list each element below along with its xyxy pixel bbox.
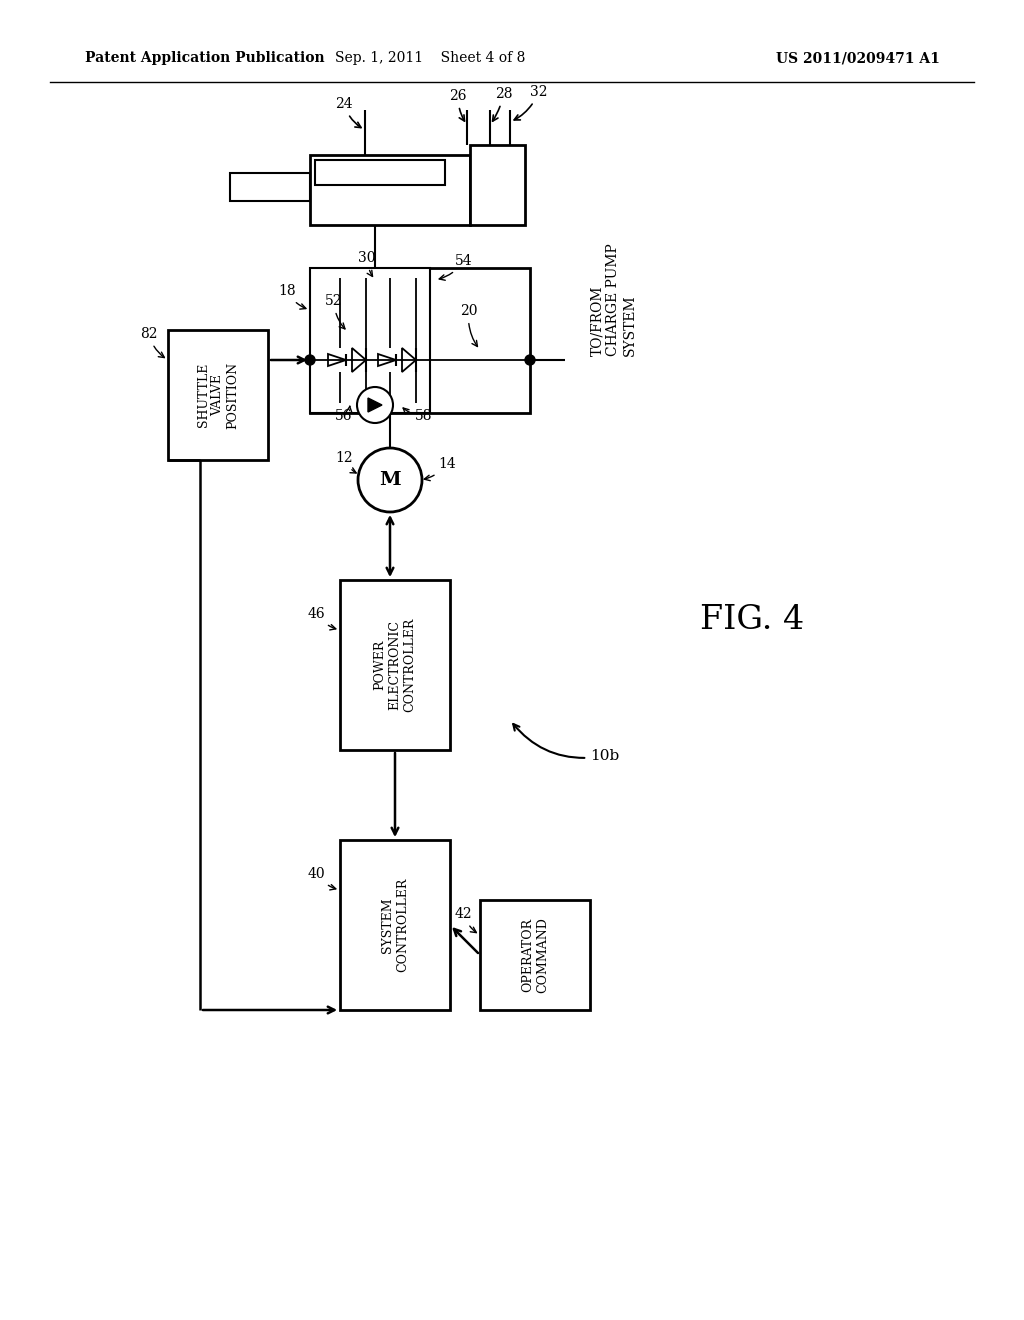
Text: 42: 42 [455,907,476,933]
Bar [340,840,450,1010]
Text: US 2011/0209471 A1: US 2011/0209471 A1 [776,51,940,65]
Text: 28: 28 [493,87,512,121]
Bar [315,160,445,185]
Text: 82: 82 [140,327,165,358]
Text: OPERATOR
COMMAND: OPERATOR COMMAND [521,917,549,993]
Text: 10b: 10b [513,723,620,763]
Text: 12: 12 [335,451,356,473]
Text: POWER
ELECTRONIC
CONTROLLER: POWER ELECTRONIC CONTROLLER [374,618,417,713]
Bar [340,579,450,750]
Polygon shape [368,399,382,412]
Bar [310,268,430,413]
Text: Patent Application Publication: Patent Application Publication [85,51,325,65]
Text: 40: 40 [308,867,336,890]
Text: M: M [379,471,400,488]
Bar [168,330,268,459]
Bar [310,154,470,224]
Circle shape [305,355,315,366]
Text: 56: 56 [335,407,352,422]
Text: FIG. 4: FIG. 4 [700,605,804,636]
Bar [310,268,530,413]
Circle shape [357,387,393,422]
Circle shape [358,447,422,512]
Text: 14: 14 [424,457,456,480]
Text: 20: 20 [460,304,477,347]
Bar [230,173,310,201]
Text: SYSTEM
CONTROLLER: SYSTEM CONTROLLER [381,878,409,973]
Text: 58: 58 [403,408,432,422]
Text: 46: 46 [308,607,336,630]
Circle shape [525,355,535,366]
Text: 24: 24 [335,96,361,128]
Bar [470,145,525,224]
Text: Sep. 1, 2011    Sheet 4 of 8: Sep. 1, 2011 Sheet 4 of 8 [335,51,525,65]
Text: TO/FROM
CHARGE PUMP
SYSTEM: TO/FROM CHARGE PUMP SYSTEM [590,244,636,356]
Text: 26: 26 [449,88,467,121]
Text: 52: 52 [325,294,345,329]
Bar [480,900,590,1010]
Text: 18: 18 [278,284,306,309]
Text: 32: 32 [514,84,548,120]
Text: 30: 30 [358,251,376,276]
Text: 54: 54 [439,253,473,280]
Text: SHUTTLE
VALVE
POSITION: SHUTTLE VALVE POSITION [197,362,240,429]
